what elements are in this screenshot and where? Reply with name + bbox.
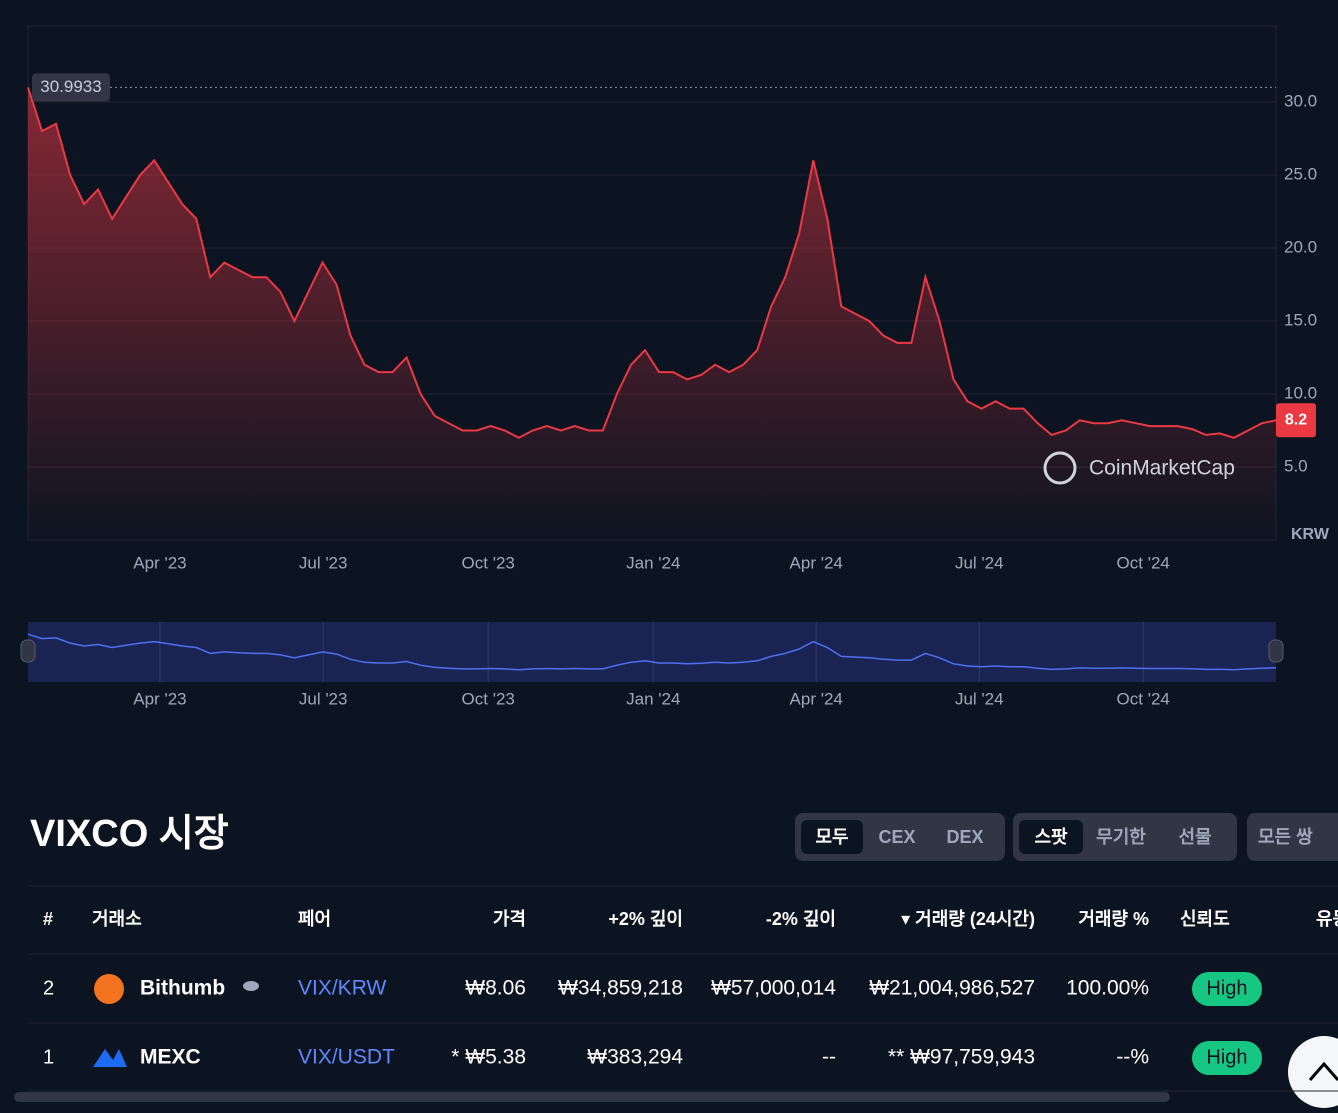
column-header: 페어 bbox=[298, 909, 331, 929]
pair-select[interactable] bbox=[1247, 813, 1338, 861]
x-tick-label: Apr '23 bbox=[133, 553, 186, 572]
cell: ₩383,294 bbox=[587, 1046, 683, 1069]
navigator-handle[interactable] bbox=[1268, 639, 1284, 663]
scrollbar[interactable] bbox=[14, 1092, 1170, 1102]
filter-active[interactable] bbox=[801, 820, 863, 854]
cell: 100.00% bbox=[1066, 977, 1149, 1000]
navigator-tick-label: Apr '23 bbox=[133, 689, 186, 708]
max-price-badge bbox=[32, 73, 110, 102]
pair-select-label[interactable]: 모든 쌍 bbox=[1258, 827, 1313, 847]
max-price-label: 30.9933 bbox=[40, 77, 101, 96]
y-tick-label: 30.0 bbox=[1284, 91, 1317, 110]
price-area bbox=[28, 87, 1276, 541]
last-price-label: 8.2 bbox=[1285, 411, 1307, 428]
price-line bbox=[27, 87, 1277, 439]
watermark: CoinMarketCap bbox=[1043, 451, 1235, 485]
x-tick-label: Oct '24 bbox=[1117, 553, 1170, 572]
x-tick-label: Jul '23 bbox=[299, 553, 348, 572]
navigator-tick-label: Oct '23 bbox=[462, 689, 515, 708]
confidence-label: High bbox=[1206, 977, 1247, 999]
y-tick-label: 10.0 bbox=[1284, 383, 1317, 402]
last-price-badge bbox=[1276, 403, 1316, 438]
column-header: 거래소 bbox=[92, 909, 142, 929]
cell: * ₩5.38 bbox=[451, 1046, 526, 1069]
cell: ₩21,004,986,527 bbox=[869, 977, 1035, 1000]
cell: 1 bbox=[43, 1046, 54, 1068]
exchange-logo bbox=[93, 1049, 127, 1067]
cell: ₩57,000,014 bbox=[711, 977, 836, 1000]
y-tick-label: 5.0 bbox=[1284, 456, 1308, 475]
confidence-badge bbox=[1192, 1041, 1262, 1075]
navigator-line bbox=[27, 633, 1277, 671]
cell: -- bbox=[822, 1046, 836, 1069]
column-header: -2% 깊이 bbox=[766, 909, 836, 929]
filter-tab[interactable]: 선물 bbox=[1178, 827, 1211, 847]
column-header: 신뢰도 bbox=[1180, 909, 1230, 929]
exchange-name: MEXC bbox=[140, 1046, 201, 1069]
x-tick-label: Jul '24 bbox=[955, 553, 1004, 572]
scroll-top-circle[interactable] bbox=[1288, 1036, 1338, 1108]
navigator-tick-label: Jan '24 bbox=[626, 689, 680, 708]
pair-link[interactable]: VIX/KRW bbox=[298, 977, 386, 1000]
exchange-name: Bithumb bbox=[140, 977, 225, 1000]
cell: ₩34,859,218 bbox=[558, 977, 683, 1000]
cell: ₩8.06 bbox=[465, 977, 526, 1000]
column-header: # bbox=[43, 909, 53, 929]
column-header: 유동성 bbox=[1316, 909, 1338, 929]
cell: ** ₩97,759,943 bbox=[888, 1046, 1035, 1069]
confidence-label: High bbox=[1206, 1046, 1247, 1068]
confidence-badge bbox=[1192, 972, 1262, 1006]
table-header: # 거래소 페어 가격 +2% 깊이 -2% 깊이 ▾ 거래량 (24시간) 거래량 % 신뢰도… bbox=[43, 909, 1338, 929]
exchange-badge bbox=[243, 981, 259, 991]
y-tick-label: 20.0 bbox=[1284, 237, 1317, 256]
markets-title: VIXCO 시장 bbox=[30, 813, 229, 855]
filter-active[interactable] bbox=[1019, 820, 1083, 854]
navigator-handle[interactable] bbox=[20, 639, 36, 663]
cell: 2 bbox=[43, 977, 54, 999]
filter-tab[interactable]: 무기한 bbox=[1096, 827, 1146, 847]
cell: --% bbox=[1116, 1046, 1149, 1069]
scroll-top-icon bbox=[1308, 1061, 1338, 1081]
y-tick-label: 15.0 bbox=[1284, 310, 1317, 329]
filter-tab[interactable]: CEX bbox=[878, 827, 915, 847]
column-header: +2% 깊이 bbox=[608, 909, 683, 929]
column-header: 가격 bbox=[493, 909, 526, 929]
exchange-logo bbox=[94, 974, 124, 1004]
filter-tab[interactable]: 모두 bbox=[815, 827, 848, 847]
watermark-logo bbox=[1043, 451, 1077, 485]
column-header: 거래량 % bbox=[1078, 909, 1149, 929]
scroll-top-button[interactable] bbox=[1288, 1036, 1338, 1108]
y-tick-label: 25.0 bbox=[1284, 164, 1317, 183]
navigator-tick-label: Jul '24 bbox=[955, 689, 1004, 708]
filter-tab[interactable]: DEX bbox=[946, 827, 983, 847]
currency-label: KRW bbox=[1291, 526, 1330, 543]
pair-link[interactable]: VIX/USDT bbox=[298, 1046, 395, 1069]
navigator-tick-label: Jul '23 bbox=[299, 689, 348, 708]
x-tick-label: Oct '23 bbox=[462, 553, 515, 572]
column-header[interactable]: ▾ 거래량 (24시간) bbox=[901, 909, 1035, 929]
x-tick-label: Jan '24 bbox=[626, 553, 680, 572]
x-tick-label: Apr '24 bbox=[790, 553, 843, 572]
watermark-text: CoinMarketCap bbox=[1089, 457, 1235, 480]
navigator-tick-label: Oct '24 bbox=[1117, 689, 1170, 708]
navigator bbox=[28, 622, 1276, 682]
navigator-tick-label: Apr '24 bbox=[790, 689, 843, 708]
filter-tab[interactable]: 스팟 bbox=[1034, 827, 1068, 847]
